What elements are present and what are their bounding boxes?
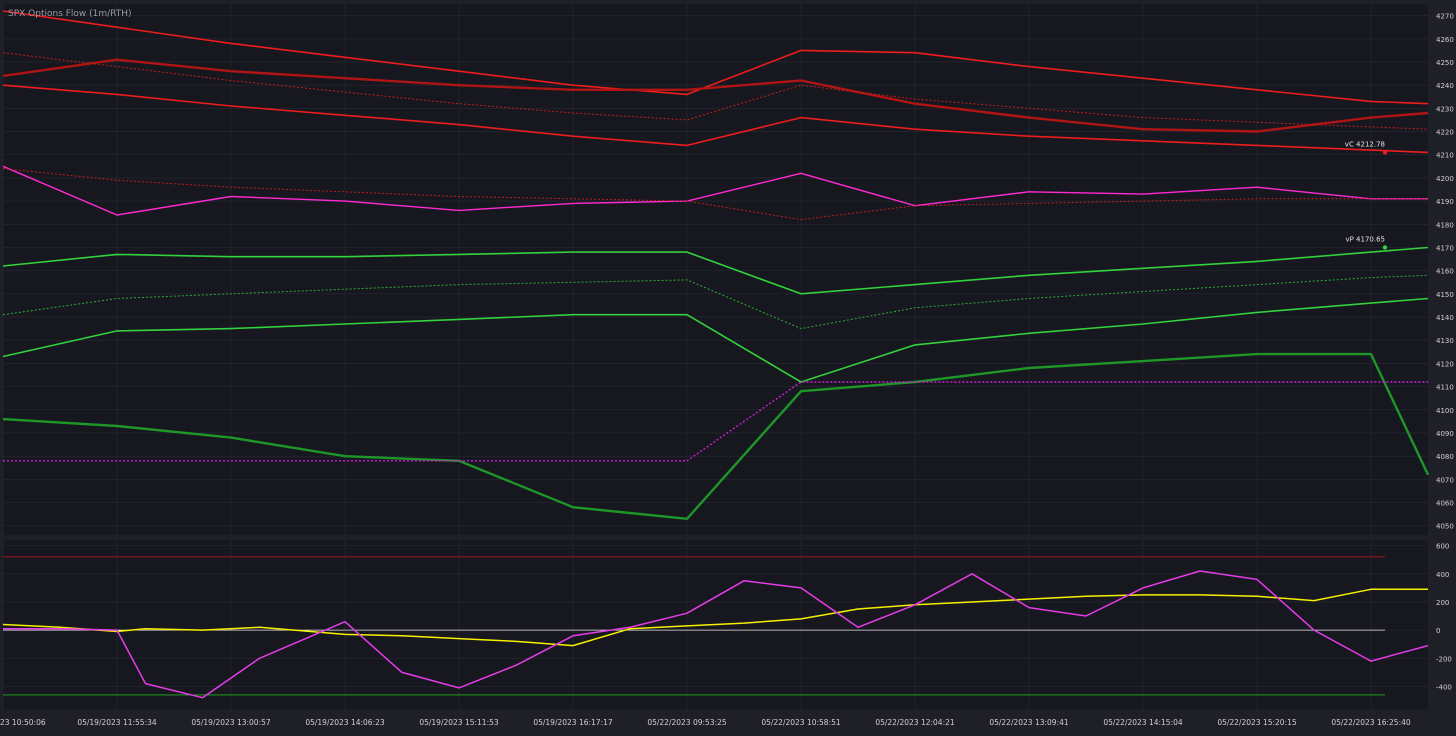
y-tick-label-main: 4120 — [1436, 360, 1454, 368]
y-tick-label-osc: -400 — [1436, 683, 1452, 691]
x-tick-label: 05/19/2023 13:00:57 — [191, 718, 271, 727]
y-tick-label-main: 4050 — [1436, 523, 1454, 531]
x-tick-label: 05/22/2023 13:09:41 — [989, 718, 1069, 727]
x-tick-label: 05/19/2023 14:06:23 — [305, 718, 385, 727]
x-tick-label: 05/22/2023 09:53:25 — [647, 718, 727, 727]
x-tick-label: 05/22/2023 14:15:04 — [1103, 718, 1183, 727]
main-panel-series — [2, 10, 1430, 520]
annotation-marker — [1382, 245, 1388, 250]
series-net_flow_yellow — [2, 588, 1428, 647]
y-tick-label-main: 4230 — [1436, 105, 1454, 113]
y-tick-label-main: 4130 — [1436, 337, 1454, 345]
y-tick-label-main: 4100 — [1436, 407, 1454, 415]
series-hvl_dotted — [3, 381, 1428, 462]
y-tick-label-main: 4240 — [1436, 82, 1454, 90]
annotation-label: vC 4212.78 — [1345, 140, 1385, 148]
y-tick-label-osc: 600 — [1436, 543, 1449, 551]
x-tick-label: 05/22/2023 15:20:15 — [1217, 718, 1297, 727]
annotations: vC 4212.78 vP 4170.65 — [1345, 140, 1388, 250]
series-put_dotted — [2, 274, 1429, 330]
series-put_upper — [2, 246, 1429, 295]
y-tick-label-main: 4210 — [1436, 152, 1454, 160]
y-tick-label-osc: -200 — [1436, 655, 1452, 663]
x-tick-label: 05/19/2023 11:55:34 — [77, 718, 157, 727]
y-tick-label-main: 4180 — [1436, 221, 1454, 229]
series-call_upper — [2, 10, 1429, 105]
y-tick-label-main: 4200 — [1436, 175, 1454, 183]
y-tick-label-main: 4170 — [1436, 244, 1454, 252]
y-tick-label-main: 4160 — [1436, 268, 1454, 276]
y-tick-label-main: 4060 — [1436, 500, 1454, 508]
chart-title: SPX Options Flow (1m/RTH) — [8, 9, 132, 19]
x-tick-label: 23 10:50:06 — [0, 718, 46, 727]
annotation-marker — [1382, 150, 1388, 155]
series-put_lower — [2, 297, 1429, 383]
series-call_lower — [2, 84, 1429, 154]
x-tick-label: 05/22/2023 16:25:40 — [1331, 718, 1411, 727]
series-call_mid_thick — [2, 58, 1429, 133]
x-tick-label: 05/22/2023 10:58:51 — [761, 718, 841, 727]
y-tick-label-main: 4110 — [1436, 384, 1454, 392]
oscillator-y-axis: -400 -200 0 200 400 600 — [1436, 543, 1452, 692]
series-price — [2, 165, 1428, 216]
y-tick-label-osc: 400 — [1436, 571, 1449, 579]
x-tick-label: 05/19/2023 15:11:53 — [419, 718, 499, 727]
oscillator-panel-series — [2, 556, 1429, 699]
y-tick-label-main: 4190 — [1436, 198, 1454, 206]
x-axis: 23 10:50:06 05/19/2023 11:55:34 05/19/2023… — [0, 718, 1411, 727]
x-tick-label: 05/22/2023 12:04:21 — [875, 718, 955, 727]
annotation-label: vP 4170.65 — [1345, 235, 1385, 243]
main-panel-background — [3, 4, 1428, 535]
y-tick-label-main: 4080 — [1436, 453, 1454, 461]
y-tick-label-main: 4140 — [1436, 314, 1454, 322]
series-put_thick — [2, 352, 1430, 520]
grid — [2, 4, 1428, 709]
series-call_dotted — [2, 52, 1429, 130]
series-delta_magenta — [3, 570, 1429, 699]
y-tick-label-main: 4150 — [1436, 291, 1454, 299]
y-tick-label-main: 4260 — [1436, 36, 1454, 44]
y-tick-label-main: 4090 — [1436, 430, 1454, 438]
y-tick-label-main: 4070 — [1436, 476, 1454, 484]
y-tick-label-main: 4270 — [1436, 13, 1454, 21]
y-tick-label-main: 4220 — [1436, 129, 1454, 137]
y-tick-label-osc: 200 — [1436, 599, 1449, 607]
y-tick-label-osc: 0 — [1436, 627, 1440, 635]
x-tick-label: 05/19/2023 16:17:17 — [533, 718, 613, 727]
y-tick-label-main: 4250 — [1436, 59, 1454, 67]
main-y-axis: 4050 4060 4070 4080 4090 4100 4110 4120 4130 4140… — [1436, 13, 1454, 531]
